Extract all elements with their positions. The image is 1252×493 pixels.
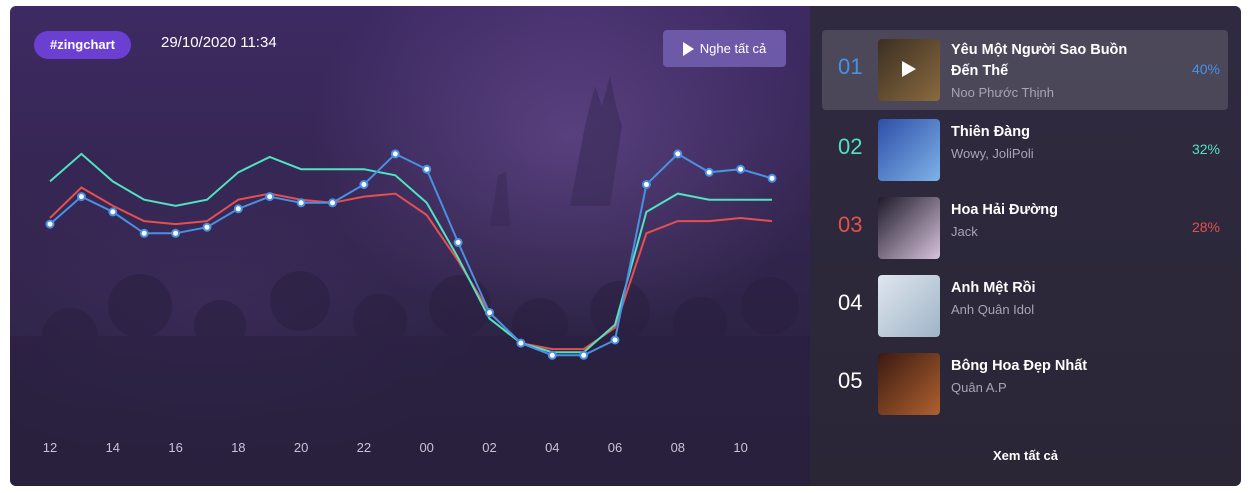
song-row-3[interactable]: 03 Hoa Hải Đường Jack 28% xyxy=(822,188,1228,268)
see-all-link[interactable]: Xem tất cả xyxy=(992,448,1059,463)
song-title[interactable]: Anh Mệt Rồi xyxy=(951,280,1036,296)
x-tick-label: 04 xyxy=(545,440,559,455)
song-row-4[interactable]: 04 Anh Mệt Rồi Anh Quân Idol xyxy=(822,266,1228,346)
x-tick-label: 16 xyxy=(168,440,182,455)
data-point-18[interactable] xyxy=(233,204,243,214)
data-point-02[interactable] xyxy=(485,308,494,318)
song-cover[interactable] xyxy=(878,119,940,181)
x-tick-label: 18 xyxy=(231,440,245,455)
data-point-16[interactable] xyxy=(171,228,181,238)
data-point-19[interactable] xyxy=(265,192,275,202)
data-point-05[interactable] xyxy=(579,350,589,360)
song-artist[interactable]: Noo Phước Thịnh xyxy=(951,85,1054,100)
series-line-1 xyxy=(49,152,773,357)
data-point-11[interactable] xyxy=(767,173,777,183)
song-artist[interactable]: Anh Quân Idol xyxy=(951,302,1035,317)
x-tick-label: 12 xyxy=(43,440,57,455)
data-point-04[interactable] xyxy=(547,350,557,360)
data-point-07[interactable] xyxy=(641,180,651,189)
song-row-1[interactable]: 01 Yêu Một Người Sao Buồn Đến Thế Noo Ph… xyxy=(822,30,1228,110)
song-rank: 01 xyxy=(838,54,863,79)
song-cover[interactable] xyxy=(878,39,940,101)
song-rank: 02 xyxy=(838,134,863,159)
x-tick-label: 10 xyxy=(733,440,747,455)
x-tick-label: 22 xyxy=(357,440,371,455)
song-title[interactable]: Thiên Đàng xyxy=(951,124,1030,140)
song-row-5[interactable]: 05 Bông Hoa Đẹp Nhất Quân A.P xyxy=(822,344,1228,424)
x-tick-label: 06 xyxy=(608,440,622,455)
data-point-14[interactable] xyxy=(108,207,118,217)
song-cover[interactable] xyxy=(878,275,940,337)
top-songs-panel: 01 Yêu Một Người Sao Buồn Đến Thế Noo Ph… xyxy=(810,6,1241,486)
song-cover[interactable] xyxy=(878,197,940,259)
song-artist[interactable]: Jack xyxy=(951,224,978,239)
play-icon xyxy=(682,41,694,56)
song-rank: 05 xyxy=(838,368,863,393)
data-point-23[interactable] xyxy=(390,149,400,159)
data-point-17[interactable] xyxy=(202,222,212,232)
data-point-01[interactable] xyxy=(453,237,463,247)
data-point-12[interactable] xyxy=(45,219,55,229)
x-tick-label: 02 xyxy=(482,440,496,455)
song-artist[interactable]: Quân A.P xyxy=(951,380,1007,395)
song-title[interactable]: Yêu Một Người Sao Buồn Đến Thế xyxy=(951,42,1128,79)
data-point-20[interactable] xyxy=(296,198,306,208)
data-point-21[interactable] xyxy=(328,198,337,208)
data-point-10[interactable] xyxy=(736,164,746,174)
song-percent: 40% xyxy=(1191,61,1220,77)
data-point-22[interactable] xyxy=(359,180,369,189)
data-point-00[interactable] xyxy=(422,164,432,174)
play-all-button[interactable]: Nghe tất cả xyxy=(663,30,786,67)
song-percent: 32% xyxy=(1191,141,1220,157)
line-chart: 12 14 16 18 20 22 00 02 04 06 08 10 xyxy=(43,149,777,455)
song-artist[interactable]: Wowy, JoliPoli xyxy=(951,146,1034,161)
song-rank: 04 xyxy=(838,290,863,315)
data-point-13[interactable] xyxy=(76,192,86,202)
data-point-06[interactable] xyxy=(610,335,620,345)
play-icon[interactable] xyxy=(902,61,916,77)
x-tick-label: 00 xyxy=(419,440,433,455)
song-title[interactable]: Hoa Hải Đường xyxy=(951,202,1059,218)
song-percent: 28% xyxy=(1191,219,1220,235)
play-all-label: Nghe tất cả xyxy=(699,41,767,56)
song-rank: 03 xyxy=(838,212,863,237)
series-line-3 xyxy=(49,186,773,351)
song-row-2[interactable]: 02 Thiên Đàng Wowy, JoliPoli 32% xyxy=(822,110,1228,190)
series-line-2 xyxy=(49,152,772,354)
chart-datetime: 29/10/2020 11:34 xyxy=(161,34,277,51)
x-tick-label: 08 xyxy=(671,440,685,455)
zingchart-tag[interactable]: #zingchart xyxy=(34,31,132,59)
data-point-09[interactable] xyxy=(704,167,714,177)
chart-panel: #zingchart 29/10/2020 11:34 Nghe tất cả … xyxy=(10,6,810,486)
data-point-15[interactable] xyxy=(139,228,149,238)
x-tick-label: 14 xyxy=(106,440,120,455)
x-tick-label: 20 xyxy=(294,440,308,455)
data-point-08[interactable] xyxy=(673,149,683,159)
data-point-03[interactable] xyxy=(516,338,526,348)
song-cover[interactable] xyxy=(878,353,940,415)
song-title[interactable]: Bông Hoa Đẹp Nhất xyxy=(951,358,1088,374)
